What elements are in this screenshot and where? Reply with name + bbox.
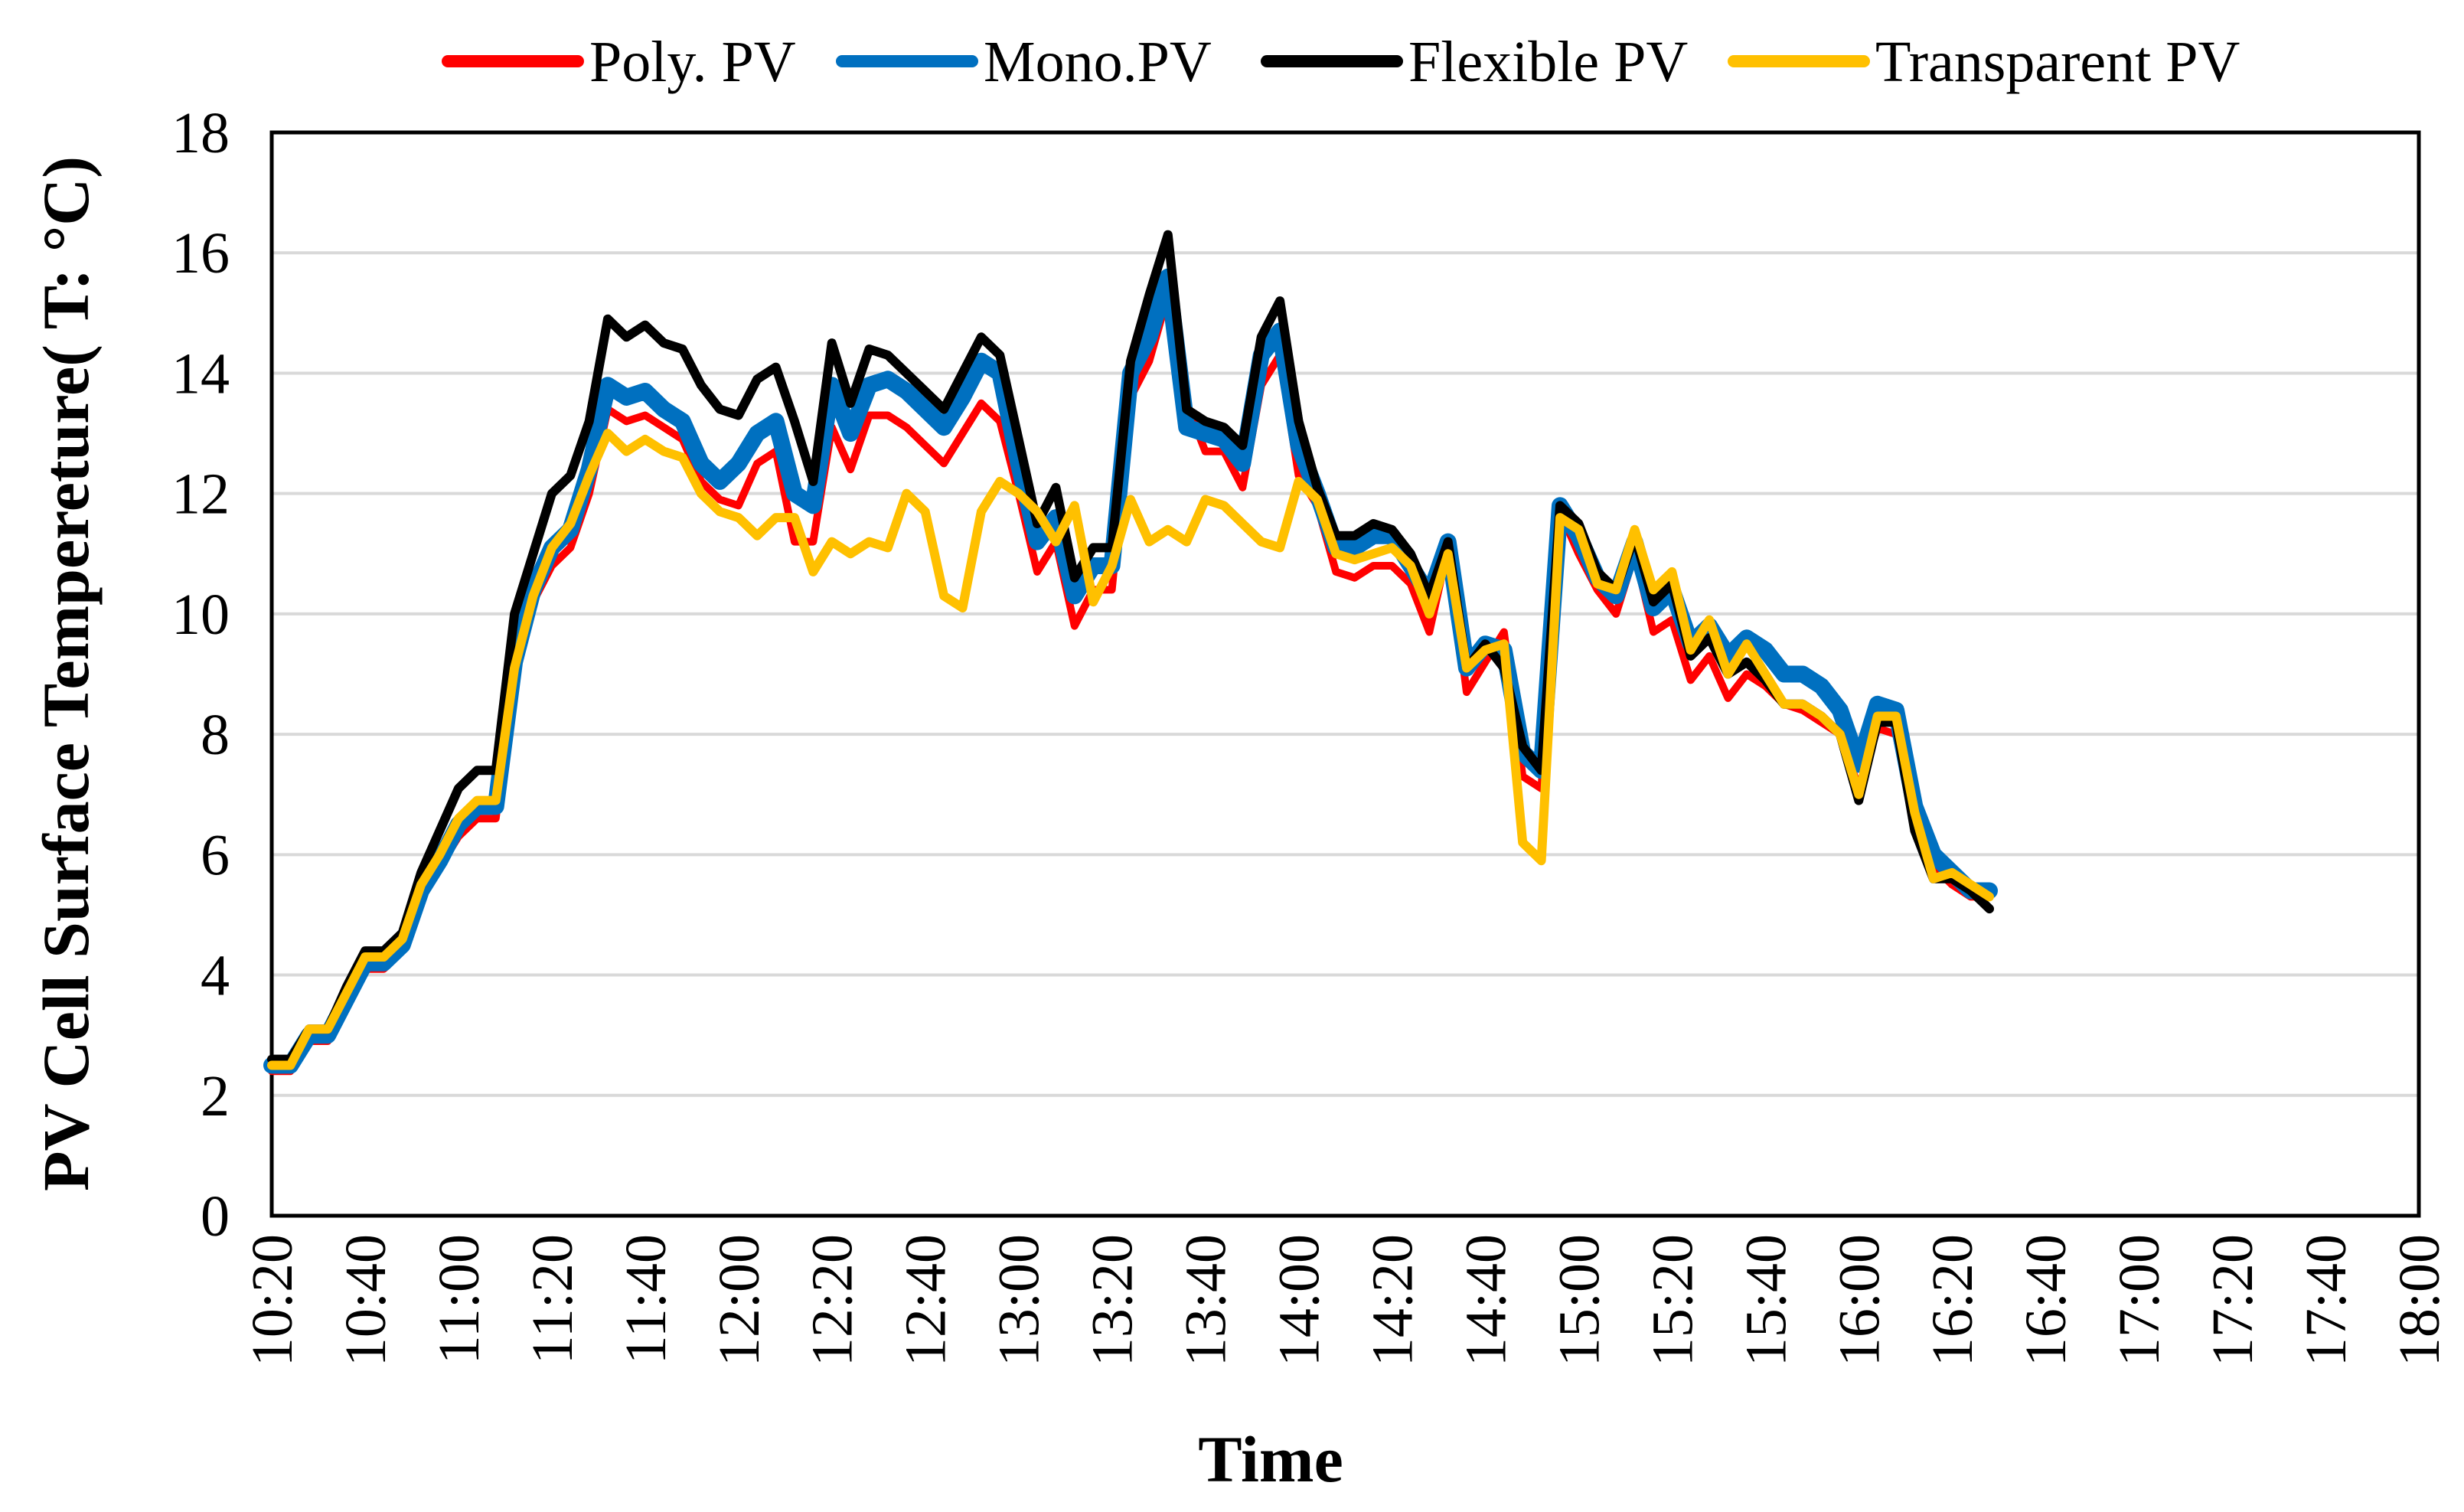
legend-label: Transparent PV [1875,30,2240,94]
x-tick-label: 11:40 [614,1234,678,1364]
x-tick-label: 12:00 [707,1234,772,1367]
y-tick-label: 12 [171,462,230,527]
x-tick-label: 13:40 [1174,1234,1239,1367]
plot-area-frame [269,130,2421,1218]
legend-label: Poly. PV [589,30,796,94]
x-tick-label: 12:40 [894,1234,958,1367]
x-tick-label: 14:40 [1454,1234,1518,1367]
series-line-flexible-pv [267,230,1994,1064]
y-tick-label: 2 [201,1064,230,1128]
x-tick-label: 17:20 [2201,1234,2265,1367]
x-tick-label: 13:00 [987,1234,1052,1367]
y-axis-ticks: 0 2 4 6 8 10 12 14 16 18 [171,101,230,1249]
y-tick-label: 16 [171,221,230,286]
x-tick-label: 12:20 [801,1234,865,1367]
y-tick-label: 4 [201,944,230,1008]
y-tick-label: 0 [201,1184,230,1249]
x-tick-label: 13:20 [1081,1234,1145,1367]
series-lines [263,230,1998,1076]
x-tick-label: 16:40 [2014,1234,2078,1367]
x-tick-label: 14:00 [1268,1234,1332,1367]
series-line-transparent-pv [267,429,1994,1070]
x-tick-label: 16:20 [1921,1234,1985,1367]
x-tick-label: 10:20 [240,1234,305,1367]
x-tick-label: 15:20 [1640,1234,1705,1367]
x-tick-label: 15:00 [1547,1234,1611,1367]
y-tick-label: 8 [201,703,230,767]
x-tick-label: 17:40 [2294,1234,2358,1367]
x-tick-label: 10:40 [334,1234,398,1367]
x-tick-label: 11:00 [427,1234,491,1364]
y-tick-label: 18 [171,101,230,165]
x-tick-label: 16:00 [1827,1234,1891,1367]
x-axis-title: Time [1198,1422,1343,1496]
x-tick-label: 11:20 [521,1234,585,1364]
legend: Poly. PV Mono.PV Flexible PV Transparent PV [442,30,2240,94]
y-tick-label: 10 [171,583,230,647]
x-tick-label: 14:20 [1360,1234,1425,1367]
gridlines [272,251,2419,1097]
x-tick-label: 15:40 [1734,1234,1798,1367]
y-tick-label: 14 [171,341,230,406]
y-axis-title: PV Cell Surface Tempereture( T: °C) [29,156,103,1191]
legend-label: Flexible PV [1408,30,1688,94]
x-axis-ticks: 10:20 10:40 11:00 11:20 11:40 12:00 12:20 12:40… [240,1234,2452,1367]
x-tick-label: 17:00 [2107,1234,2172,1367]
x-tick-label: 18:00 [2387,1234,2452,1367]
legend-label: Mono.PV [984,30,1212,94]
y-tick-label: 6 [201,823,230,887]
